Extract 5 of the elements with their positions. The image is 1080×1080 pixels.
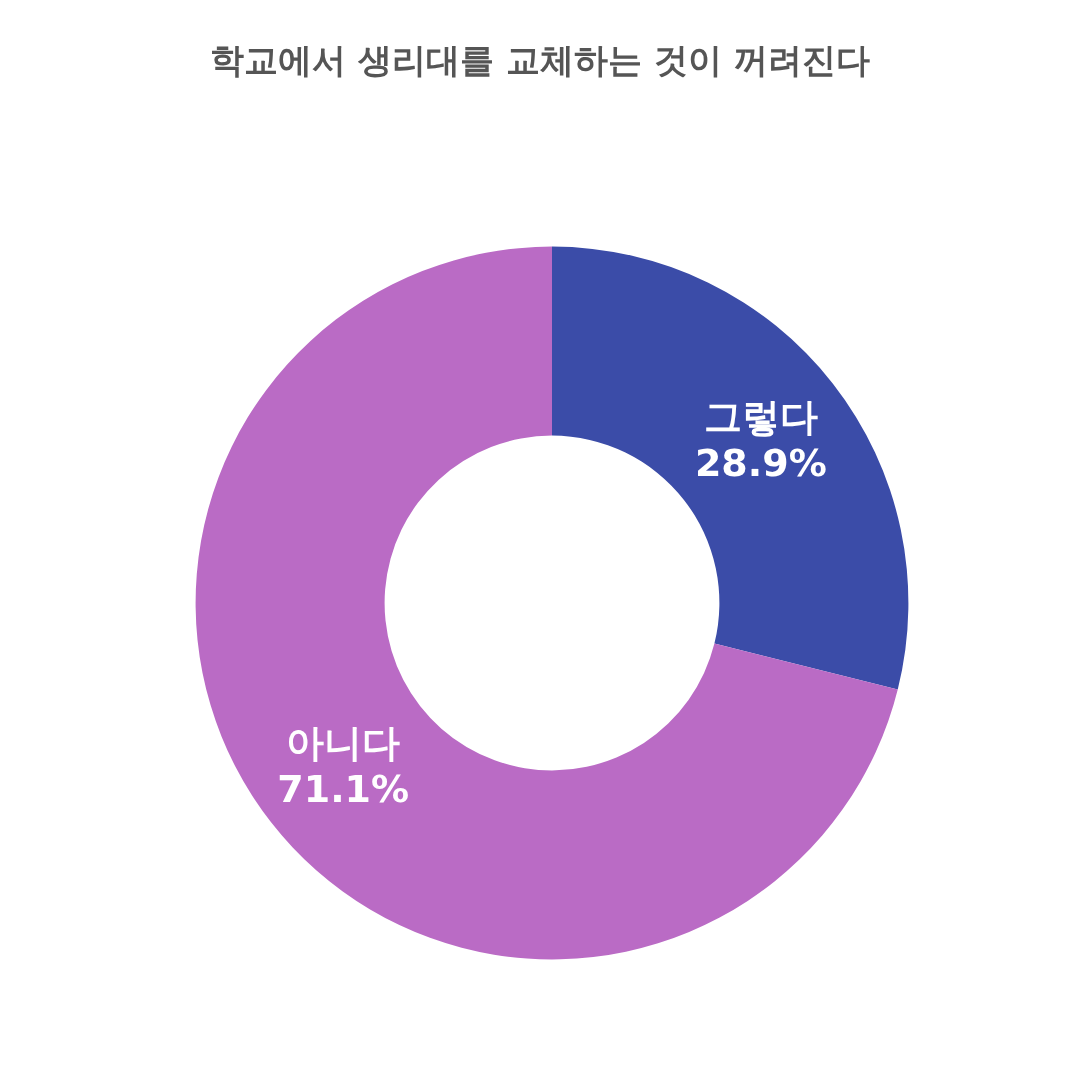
chart-title: 학교에서 생리대를 교체하는 것이 꺼려진다 <box>210 40 870 80</box>
data-label: 71.1% <box>277 767 410 812</box>
data-label: 28.9% <box>694 440 827 485</box>
slice-label: 아니다 <box>286 721 401 766</box>
slice-label: 그렇다 <box>703 394 818 439</box>
